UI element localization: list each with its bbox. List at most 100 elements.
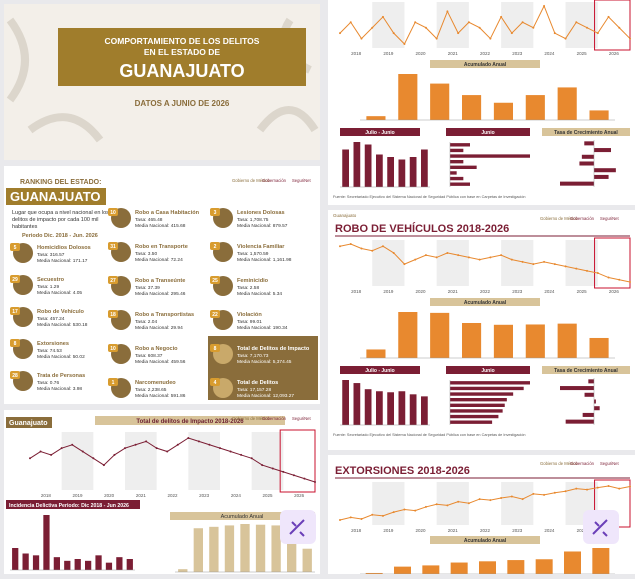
state-band (6, 188, 106, 205)
bar (398, 74, 418, 120)
bar (342, 149, 349, 187)
bar (387, 392, 394, 425)
bar (557, 323, 577, 358)
point (607, 15, 610, 18)
bar (209, 526, 219, 572)
year-label: 2025 (577, 289, 588, 294)
point (339, 519, 341, 521)
year-label: 2024 (544, 51, 555, 56)
edit-button[interactable] (280, 510, 316, 544)
edit-button[interactable] (583, 510, 619, 544)
point (500, 254, 503, 257)
band-label: Incidencia Delictiva Periodo: Dic 2018 -… (9, 503, 129, 509)
bar (582, 412, 594, 417)
bar (450, 165, 477, 169)
rank-badge (210, 310, 220, 318)
crime-name: Extorsiones (37, 341, 69, 347)
point (564, 490, 567, 493)
date: DATOS A JUNIO DE 2026 (135, 99, 230, 108)
point (360, 37, 363, 40)
title-banner (58, 28, 306, 86)
bar (493, 324, 513, 358)
bar (450, 143, 470, 147)
intro: habitantes (12, 224, 38, 230)
bar (557, 87, 577, 120)
title-state: GUANAJUATO (119, 61, 244, 81)
bar (592, 548, 610, 574)
year-label: 2020 (416, 289, 427, 294)
bar (450, 420, 493, 424)
bar (589, 110, 609, 120)
point (553, 491, 556, 494)
rank-badge (108, 344, 118, 352)
point (543, 5, 546, 7)
band-label: Junio (481, 130, 494, 136)
point (435, 503, 438, 506)
point (543, 493, 546, 496)
point (414, 509, 417, 512)
rate: Tasa: 0.76 (37, 380, 59, 386)
year-label: 2022 (480, 289, 491, 294)
point (467, 502, 470, 505)
point (166, 450, 169, 453)
year-label: 2023 (512, 51, 523, 56)
bar (589, 337, 609, 358)
point (240, 453, 243, 456)
national-mean: Media Nacional: 3.98 (37, 386, 82, 392)
rank-badge (10, 339, 20, 347)
year-label: 2025 (577, 51, 588, 56)
bar (462, 322, 482, 358)
point (124, 447, 126, 450)
bar (342, 380, 349, 425)
rate: Tasa: 465.48 (135, 217, 163, 223)
point (446, 504, 449, 507)
year-label: 2021 (448, 289, 459, 294)
logo: SeguriNet (292, 178, 311, 183)
state: Guanajuato (9, 420, 48, 427)
edit-icon[interactable] (289, 519, 305, 537)
point (446, 251, 449, 254)
bar (588, 379, 594, 384)
national-mean: Media Nacional: 5,374.45 (237, 359, 292, 365)
state: Guanajuato (333, 213, 357, 218)
band-label: Acumulado Anual (464, 538, 507, 544)
bar (32, 555, 40, 570)
rank: 2 (214, 244, 217, 250)
point (424, 26, 427, 29)
bar (95, 555, 102, 570)
state: GUANAJUATO (10, 189, 101, 204)
rank: 8 (14, 341, 17, 347)
band (430, 60, 540, 68)
year-label: 2019 (383, 528, 394, 533)
year-label: 2018 (351, 289, 362, 294)
point (261, 464, 264, 467)
point (219, 447, 221, 450)
point (457, 500, 460, 503)
point (113, 453, 116, 456)
national-mean: Media Nacional: 12,093.27 (237, 393, 294, 399)
point (392, 32, 395, 35)
bar (493, 102, 513, 120)
rate: Tasa: 316.57 (37, 252, 65, 258)
rate: Tasa: 2,238.65 (135, 387, 167, 393)
edit-icon[interactable] (592, 519, 608, 537)
point (71, 443, 74, 446)
bar (450, 381, 530, 385)
year-label: 2026 (609, 289, 620, 294)
bar (564, 551, 581, 574)
point (575, 487, 578, 490)
rate: Tasa: 608.37 (135, 353, 163, 359)
rank: 18 (110, 312, 116, 318)
point (50, 453, 53, 456)
bar (116, 557, 123, 570)
point (489, 256, 492, 259)
bar (240, 524, 250, 572)
point (155, 447, 158, 450)
bar (450, 171, 457, 175)
national-mean: Media Nacional: 171.17 (37, 258, 88, 264)
point (176, 443, 179, 446)
bar (409, 157, 417, 187)
point (60, 447, 63, 450)
point (510, 32, 513, 35)
line (339, 4, 631, 45)
